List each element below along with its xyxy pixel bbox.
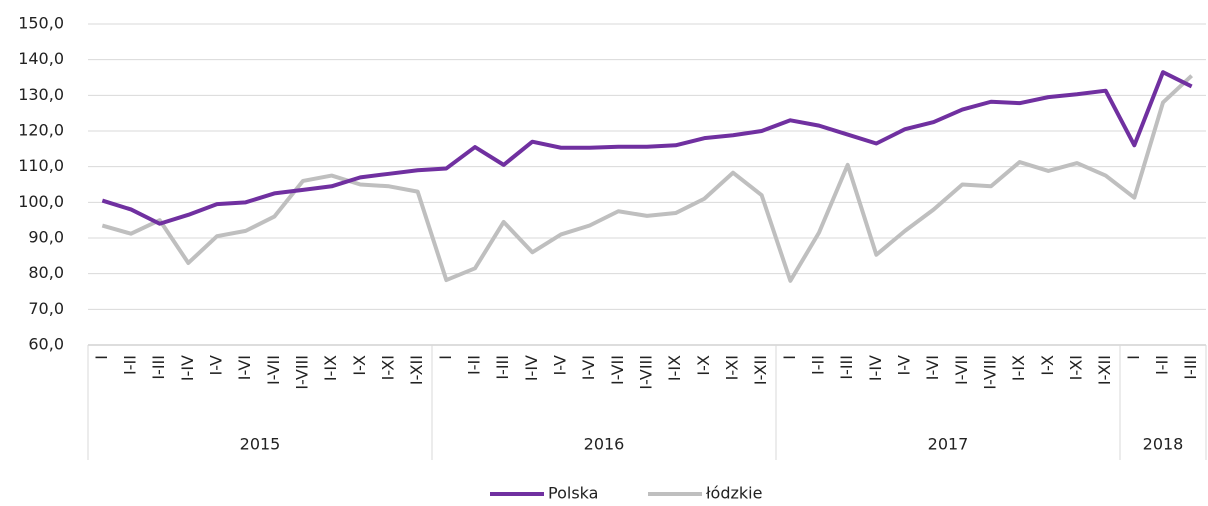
x-tick-label: I-III [493,355,512,380]
x-tick-label: I-VII [264,355,283,385]
x-tick-label: I-VIII [293,355,312,390]
x-tick-label: I-VI [235,355,254,380]
x-tick-label: I [780,355,799,360]
x-tick-label: I [436,355,455,360]
x-tick-label: I-VII [608,355,627,385]
y-tick-label: 60,0 [28,335,64,354]
x-tick-label: I-XII [1095,355,1114,385]
x-tick-label: I-II [121,355,140,375]
x-tick-label: I [1124,355,1143,360]
x-tick-label: I-II [465,355,484,375]
x-tick-label: I-II [1153,355,1172,375]
x-tick-label: I-IV [866,355,885,381]
legend-label: Polska [548,484,598,503]
y-tick-label: 90,0 [28,228,64,247]
x-tick-label: I-X [350,355,369,376]
x-tick-label: I-V [551,355,570,376]
x-tick-label: I-XII [751,355,770,385]
x-tick-label: I-VI [923,355,942,380]
y-tick-label: 140,0 [18,49,64,68]
y-tick-label: 80,0 [28,263,64,282]
legend-label: łódzkie [706,484,762,503]
x-tick-label: I-IX [665,355,684,381]
group-label: 2017 [928,435,969,454]
x-tick-label: I-VIII [981,355,1000,390]
x-tick-label: I-X [1038,355,1057,376]
x-tick-label: I-V [895,355,914,376]
series-line [101,74,1194,283]
y-tick-label: 100,0 [18,192,64,211]
x-tick-label: I-XI [379,355,398,380]
x-tick-label: I-VI [579,355,598,380]
x-tick-label: I-IX [321,355,340,381]
x-tick-label: I-VII [952,355,971,385]
x-tick-label: I-X [694,355,713,376]
x-tick-label: I-II [809,355,828,375]
group-label: 2015 [240,435,281,454]
x-tick-label: I-III [1181,355,1200,380]
x-tick-label: I-III [837,355,856,380]
x-tick-label: I-XII [407,355,426,385]
y-tick-label: 70,0 [28,299,64,318]
x-tick-label: I-VIII [637,355,656,390]
group-label: 2016 [584,435,625,454]
series-line [101,70,1193,226]
x-tick-label: I-IV [522,355,541,381]
x-tick-label: I-IV [178,355,197,381]
group-label: 2018 [1143,435,1184,454]
y-tick-label: 130,0 [18,85,64,104]
y-tick-label: 110,0 [18,156,64,175]
x-tick-label: I-III [149,355,168,380]
x-tick-label: I-V [207,355,226,376]
y-tick-label: 120,0 [18,121,64,140]
y-tick-label: 150,0 [18,14,64,33]
x-tick-label: I-XI [723,355,742,380]
x-tick-label: I-XI [1067,355,1086,380]
x-tick-label: I-IX [1009,355,1028,381]
x-tick-label: I [92,355,111,360]
